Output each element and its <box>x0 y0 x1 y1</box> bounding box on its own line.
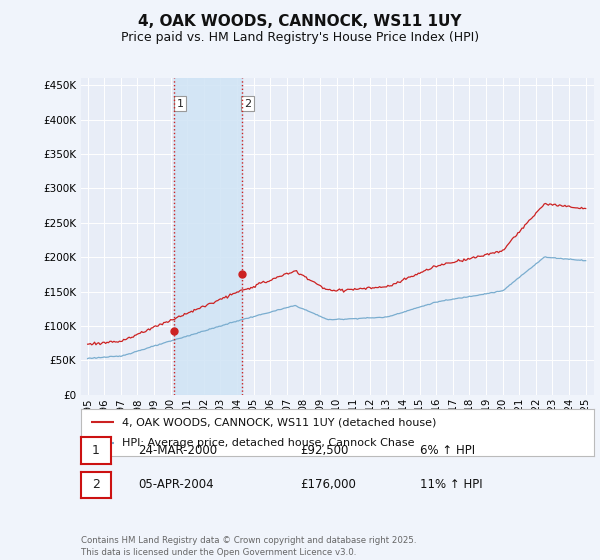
Text: 6% ↑ HPI: 6% ↑ HPI <box>420 444 475 457</box>
Text: 4, OAK WOODS, CANNOCK, WS11 1UY: 4, OAK WOODS, CANNOCK, WS11 1UY <box>138 14 462 29</box>
Bar <box>175 78 242 395</box>
Text: Contains HM Land Registry data © Crown copyright and database right 2025.
This d: Contains HM Land Registry data © Crown c… <box>81 536 416 557</box>
Text: 2: 2 <box>244 99 251 109</box>
Text: 2: 2 <box>92 478 100 492</box>
Text: 24-MAR-2000: 24-MAR-2000 <box>138 444 217 457</box>
Text: Price paid vs. HM Land Registry's House Price Index (HPI): Price paid vs. HM Land Registry's House … <box>121 31 479 44</box>
Text: HPI: Average price, detached house, Cannock Chase: HPI: Average price, detached house, Cann… <box>122 438 415 448</box>
Text: 11% ↑ HPI: 11% ↑ HPI <box>420 478 482 492</box>
Text: 4, OAK WOODS, CANNOCK, WS11 1UY (detached house): 4, OAK WOODS, CANNOCK, WS11 1UY (detache… <box>122 417 436 427</box>
Text: £176,000: £176,000 <box>300 478 356 492</box>
Text: 05-APR-2004: 05-APR-2004 <box>138 478 214 492</box>
Text: 1: 1 <box>92 444 100 457</box>
Text: 1: 1 <box>176 99 184 109</box>
Text: £92,500: £92,500 <box>300 444 349 457</box>
